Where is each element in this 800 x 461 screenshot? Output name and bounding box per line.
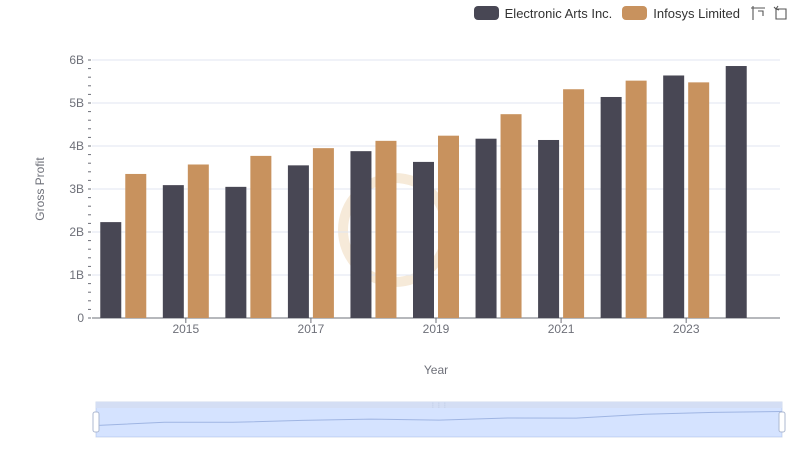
x-tick-label: 2015 bbox=[172, 322, 199, 336]
bar-electronic-arts-inc--2015[interactable] bbox=[162, 185, 184, 318]
y-tick-label: 0 bbox=[77, 311, 84, 325]
zoom-reset-icon[interactable] bbox=[772, 5, 788, 21]
legend-swatch-1 bbox=[622, 6, 648, 20]
bar-electronic-arts-inc--2022[interactable] bbox=[600, 96, 622, 318]
toolbox bbox=[750, 5, 788, 21]
bars bbox=[100, 66, 747, 319]
bar-electronic-arts-inc--2024[interactable] bbox=[725, 66, 747, 319]
y-axis-title: Gross Profit bbox=[33, 157, 47, 221]
slider-handle-left[interactable] bbox=[92, 411, 100, 433]
bar-electronic-arts-inc--2020[interactable] bbox=[475, 138, 497, 318]
y-tick-label: 1B bbox=[69, 268, 84, 282]
y-tick-label: 5B bbox=[69, 96, 84, 110]
x-tick-label: 2019 bbox=[423, 322, 450, 336]
x-tick-label: 2017 bbox=[298, 322, 325, 336]
legend: Electronic Arts Inc. Infosys Limited bbox=[473, 4, 788, 22]
bar-electronic-arts-inc--2019[interactable] bbox=[413, 161, 434, 318]
bar-electronic-arts-inc--2016[interactable] bbox=[225, 186, 247, 318]
bar-infosys-limited-2022[interactable] bbox=[625, 80, 647, 318]
legend-label-1: Infosys Limited bbox=[653, 5, 740, 21]
bar-infosys-limited-2015[interactable] bbox=[187, 164, 209, 318]
bar-infosys-limited-2023[interactable] bbox=[688, 82, 710, 318]
x-tick-label: 2021 bbox=[548, 322, 575, 336]
bar-infosys-limited-2020[interactable] bbox=[500, 114, 522, 319]
bar-infosys-limited-2019[interactable] bbox=[438, 135, 459, 318]
legend-item-0[interactable]: Electronic Arts Inc. bbox=[473, 5, 613, 21]
bar-infosys-limited-2014[interactable] bbox=[125, 173, 147, 318]
y-tick-label: 2B bbox=[69, 225, 84, 239]
bar-electronic-arts-inc--2023[interactable] bbox=[663, 75, 685, 318]
y-tick-label: 4B bbox=[69, 139, 84, 153]
bar-infosys-limited-2017[interactable] bbox=[312, 148, 334, 318]
legend-item-1[interactable]: Infosys Limited bbox=[622, 6, 740, 21]
bar-infosys-limited-2018[interactable] bbox=[375, 140, 397, 318]
bar-electronic-arts-inc--2017[interactable] bbox=[287, 165, 309, 318]
bar-infosys-limited-2021[interactable] bbox=[563, 89, 585, 319]
y-tick-label: 3B bbox=[69, 182, 84, 196]
slider-handle-right[interactable] bbox=[778, 411, 786, 433]
bar-electronic-arts-inc--2018[interactable] bbox=[350, 151, 372, 318]
legend-label-0: Electronic Arts Inc. bbox=[504, 5, 613, 21]
bar-infosys-limited-2016[interactable] bbox=[250, 155, 272, 318]
slider-move-bar[interactable] bbox=[96, 402, 782, 408]
slider-preview-line bbox=[95, 411, 783, 426]
slider-grip-icon[interactable]: ⋮⋮⋮ bbox=[430, 402, 448, 409]
bar-electronic-arts-inc--2021[interactable] bbox=[538, 139, 560, 318]
zoom-slider[interactable]: ⋮⋮⋮ bbox=[92, 401, 786, 438]
zoom-select-icon[interactable] bbox=[750, 5, 766, 21]
bar-electronic-arts-inc--2014[interactable] bbox=[100, 222, 122, 318]
axes: 0 1B 2B 3B 4B 5B 6B 2015 2017 2019 2021 2023 Year Gro… bbox=[33, 53, 700, 377]
x-tick-label: 2023 bbox=[673, 322, 700, 336]
y-tick-label: 6B bbox=[69, 53, 84, 67]
legend-swatch-0 bbox=[473, 6, 499, 20]
x-axis-title: Year bbox=[424, 363, 448, 377]
